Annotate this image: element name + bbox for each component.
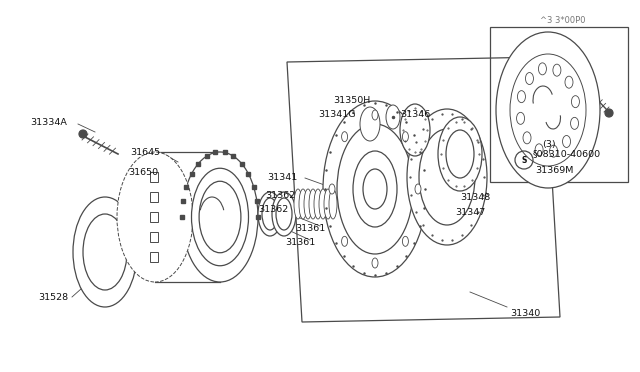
Ellipse shape: [553, 64, 561, 76]
Text: 31650: 31650: [128, 167, 158, 176]
Text: 31334A: 31334A: [30, 118, 67, 126]
Ellipse shape: [403, 236, 408, 246]
Text: 31369M: 31369M: [535, 166, 573, 174]
Text: ^3 3*00P0: ^3 3*00P0: [540, 16, 586, 25]
FancyBboxPatch shape: [150, 212, 158, 222]
Ellipse shape: [572, 96, 579, 108]
Ellipse shape: [342, 132, 348, 142]
Ellipse shape: [299, 189, 307, 219]
Ellipse shape: [323, 101, 427, 277]
Ellipse shape: [516, 112, 525, 124]
Ellipse shape: [535, 144, 543, 156]
Ellipse shape: [262, 198, 278, 230]
Ellipse shape: [372, 110, 378, 120]
Ellipse shape: [372, 258, 378, 268]
Ellipse shape: [407, 109, 487, 245]
Text: 31361: 31361: [285, 237, 316, 247]
FancyBboxPatch shape: [150, 172, 158, 182]
Ellipse shape: [518, 91, 525, 103]
Ellipse shape: [419, 129, 475, 225]
Text: 31347: 31347: [455, 208, 485, 217]
Ellipse shape: [182, 152, 258, 282]
Ellipse shape: [360, 107, 380, 141]
Text: 31350H: 31350H: [333, 96, 371, 105]
Ellipse shape: [319, 189, 327, 219]
FancyBboxPatch shape: [150, 252, 158, 262]
Text: 31362: 31362: [258, 205, 288, 214]
Ellipse shape: [363, 169, 387, 209]
Ellipse shape: [199, 181, 241, 253]
Ellipse shape: [415, 184, 421, 194]
Ellipse shape: [446, 130, 474, 178]
Ellipse shape: [314, 189, 322, 219]
Ellipse shape: [438, 117, 482, 191]
Ellipse shape: [538, 63, 547, 75]
Ellipse shape: [525, 73, 534, 84]
Ellipse shape: [191, 168, 248, 266]
Ellipse shape: [83, 214, 127, 290]
Ellipse shape: [324, 189, 332, 219]
Ellipse shape: [117, 152, 193, 282]
Text: 31645: 31645: [130, 148, 160, 157]
Text: S: S: [522, 155, 527, 164]
Ellipse shape: [550, 145, 557, 157]
Ellipse shape: [272, 192, 296, 236]
Ellipse shape: [353, 151, 397, 227]
FancyBboxPatch shape: [150, 232, 158, 242]
Text: 31340: 31340: [510, 310, 540, 318]
Text: 31346: 31346: [400, 109, 430, 119]
Text: 31341G: 31341G: [318, 109, 355, 119]
Ellipse shape: [294, 189, 302, 219]
Ellipse shape: [403, 132, 408, 142]
Text: 31528: 31528: [38, 292, 68, 301]
Ellipse shape: [329, 184, 335, 194]
Ellipse shape: [309, 189, 317, 219]
Ellipse shape: [570, 117, 579, 129]
Text: 31341: 31341: [267, 173, 297, 182]
Ellipse shape: [496, 32, 600, 188]
Ellipse shape: [523, 132, 531, 144]
Text: 31361: 31361: [295, 224, 325, 232]
Ellipse shape: [329, 189, 337, 219]
Ellipse shape: [258, 192, 282, 236]
Ellipse shape: [563, 135, 570, 147]
Ellipse shape: [565, 76, 573, 88]
Ellipse shape: [605, 109, 613, 117]
Text: §08310-40600: §08310-40600: [533, 150, 601, 158]
Ellipse shape: [337, 124, 413, 254]
Ellipse shape: [304, 189, 312, 219]
Text: (3): (3): [542, 140, 556, 148]
Ellipse shape: [276, 198, 292, 230]
Ellipse shape: [510, 54, 586, 166]
FancyBboxPatch shape: [150, 192, 158, 202]
Ellipse shape: [342, 236, 348, 246]
Ellipse shape: [73, 197, 137, 307]
Ellipse shape: [400, 104, 430, 156]
Text: 31362: 31362: [265, 190, 295, 199]
Ellipse shape: [79, 130, 87, 138]
Text: 31348: 31348: [460, 192, 490, 202]
Ellipse shape: [386, 105, 400, 129]
